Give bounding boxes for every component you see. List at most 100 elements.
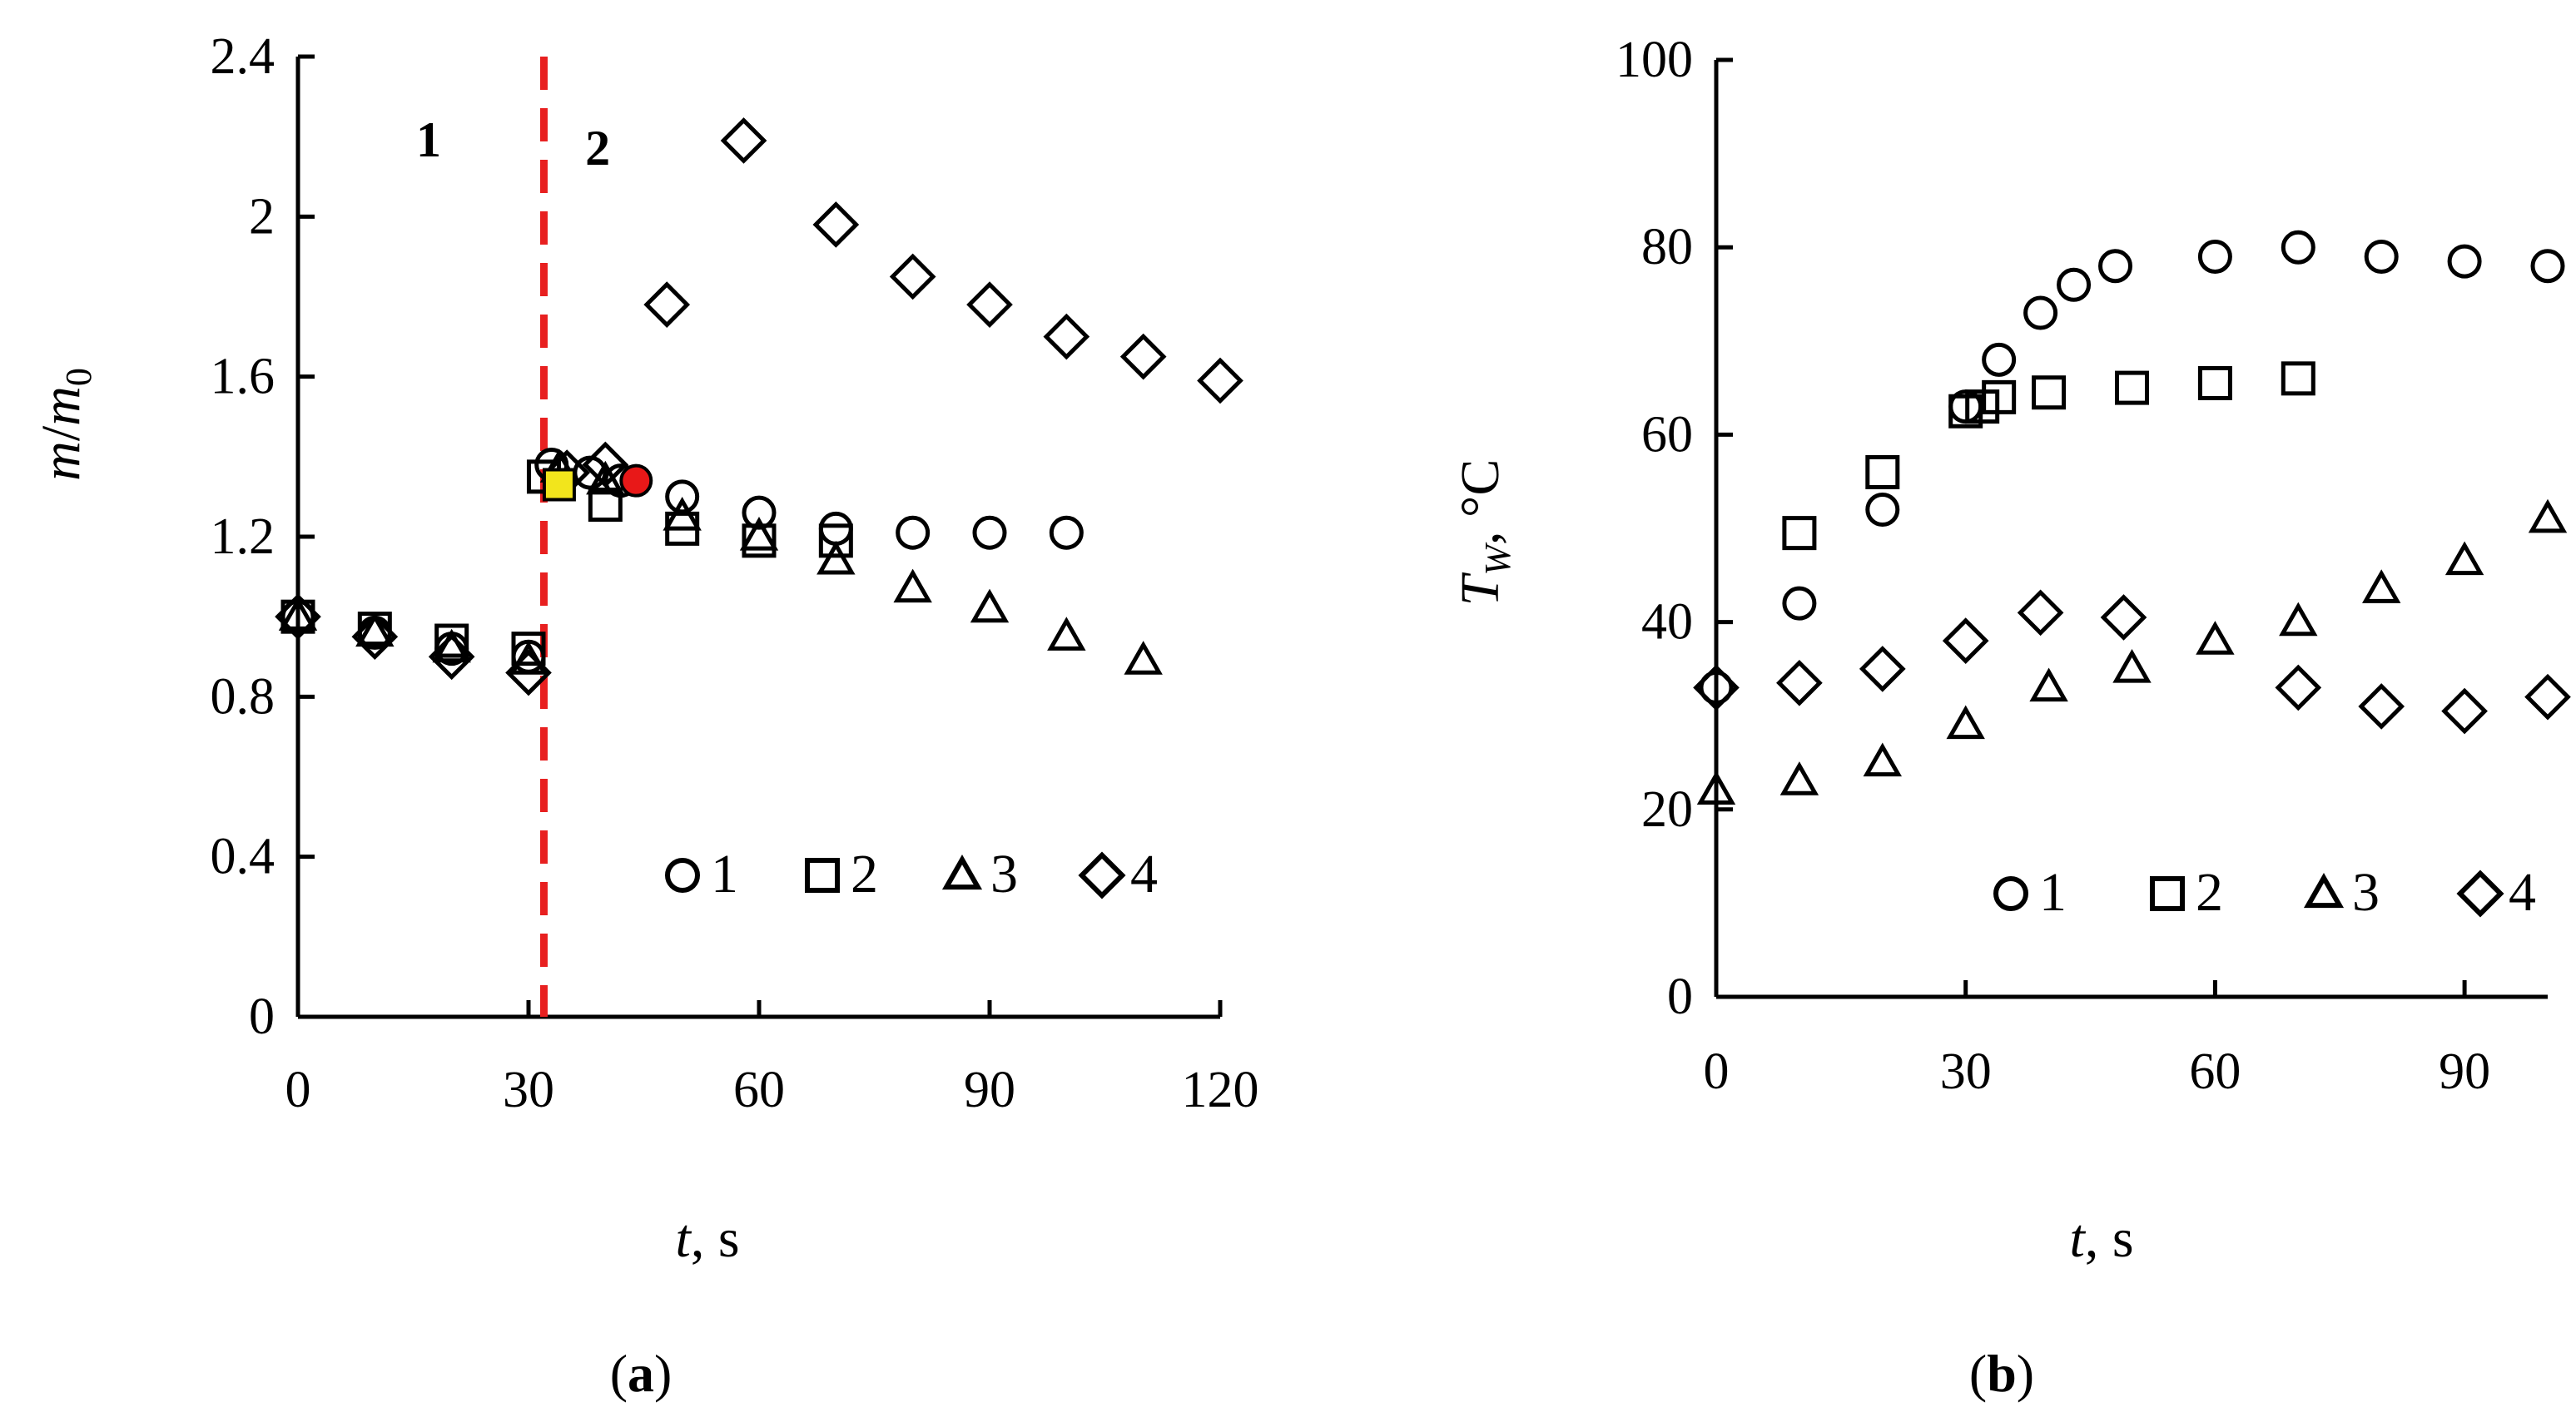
- panel-a-point-s4: [643, 281, 691, 328]
- panel-a-x-tick-label: 90: [964, 1062, 1015, 1118]
- panel-a-plot-area: 0 0.4 0.8 1.2 1.6 2 2.4 0 30 60 90 120 1 2 1 2 3 4: [211, 28, 1259, 1118]
- panel-b-series-2: [1782, 361, 2315, 551]
- panel-b-caption: (b): [1969, 1344, 2034, 1403]
- panel-a-point-s2: [434, 623, 469, 658]
- panel-b-x-tick-label: 0: [1704, 1043, 1730, 1100]
- panel-b-point-s3: [2029, 667, 2068, 702]
- panel-b-point-s1: [1782, 586, 1817, 621]
- panel-b-point-s3: [1863, 742, 1903, 777]
- panel-b-y-tick-label: 60: [1641, 406, 1693, 463]
- panel-a-point-s3: [970, 588, 1010, 623]
- panel-a-point-s3: [893, 568, 932, 603]
- panel-b-point-s2: [1782, 516, 1817, 551]
- panel-a-point-s4: [582, 441, 629, 488]
- panel-b-point-s4: [2524, 673, 2571, 721]
- panel-a-point-s1: [972, 515, 1007, 550]
- panel-a-point-s4: [1197, 357, 1243, 404]
- panel-b-point-s3: [1779, 761, 1819, 795]
- panel-b-point-s4: [1693, 664, 1740, 711]
- panel-b-point-s3: [1946, 705, 1985, 740]
- panel-a-y-tick-label: 2.4: [211, 28, 275, 85]
- panel-a-x-tick-label: 120: [1182, 1062, 1259, 1118]
- panel-a-point-s3: [739, 517, 779, 551]
- panel-a-highlight-point: [542, 468, 576, 502]
- panel-a-point-s4: [889, 253, 936, 300]
- panel-b-series-4: [1693, 589, 2571, 735]
- panel-b-legend-marker: [1993, 876, 2028, 911]
- panel-b-point-s4: [2275, 664, 2322, 711]
- panel-b-point-s4: [2017, 589, 2064, 637]
- panel-b-point-s3: [2528, 498, 2568, 533]
- panel-a-y-tick-label: 1.6: [211, 349, 275, 405]
- panel-b: 0 20 40 60 80 100 0 30 60 90 1 2 3 4 t, s TW, °C (b): [1450, 32, 2571, 1403]
- panel-a-x-tick-label: 60: [733, 1062, 785, 1118]
- panel-a-point-s4: [428, 633, 475, 681]
- panel-a-point-s2: [742, 523, 777, 558]
- panel-a-point-s3: [1047, 617, 1086, 651]
- panel-a-point-s4: [275, 593, 321, 641]
- panel-b-y-tick-label: 20: [1641, 781, 1693, 838]
- panel-b-point-s3: [2279, 602, 2318, 637]
- panel-a-region-label: 2: [585, 121, 610, 176]
- panel-b-legend-label: 1: [2039, 862, 2067, 923]
- panel-b-point-s4: [1776, 659, 1823, 706]
- panel-b-point-s1: [2197, 239, 2232, 274]
- panel-a-legend-marker: [805, 858, 840, 893]
- panel-a-legend-marker: [665, 858, 700, 893]
- panel-b-point-s4: [2358, 683, 2405, 730]
- panel-b-point-s2: [1865, 454, 1900, 489]
- panel-a-y-tick-label: 1.2: [211, 508, 275, 565]
- panel-b-x-tick-label: 60: [2189, 1043, 2241, 1100]
- panel-a-caption: (a): [610, 1344, 673, 1403]
- panel-b-x-axis-label: t, s: [2069, 1208, 2133, 1269]
- panel-b-point-s2: [2197, 365, 2232, 400]
- panel-b-point-s1: [2281, 230, 2315, 265]
- panel-b-point-s1: [1699, 670, 1734, 705]
- panel-a: 0 0.4 0.8 1.2 1.6 2 2.4 0 30 60 90 120 1 2 1 2 3 4 t, s m…: [31, 28, 1259, 1403]
- panel-a-point-s4: [966, 281, 1013, 328]
- panel-b-point-s3: [2361, 569, 2401, 603]
- panel-b-point-s4: [2441, 687, 2488, 735]
- panel-b-y-axis-label: TW, °C: [1450, 459, 1518, 607]
- panel-a-x-tick-label: 0: [285, 1062, 311, 1118]
- panel-b-point-s1: [2364, 239, 2399, 274]
- panel-a-y-axis-label: m/m0: [31, 368, 99, 481]
- panel-a-legend-label: 4: [1130, 844, 1158, 904]
- panel-a-point-s4: [351, 613, 399, 661]
- panel-a-legend-label: 3: [990, 844, 1018, 904]
- panel-a-point-s3: [355, 612, 395, 647]
- panel-b-point-s3: [1696, 770, 1736, 805]
- panel-b-point-s1: [2057, 267, 2092, 302]
- panel-a-point-s1: [1049, 515, 1084, 550]
- panel-a-point-s3: [278, 597, 318, 631]
- panel-a-legend-marker: [1078, 851, 1126, 899]
- panel-b-x-tick-label: 90: [2439, 1043, 2490, 1100]
- panel-a-y-tick-label: 0: [249, 988, 275, 1045]
- panel-b-point-s2: [2281, 361, 2315, 396]
- panel-b-point-s4: [1859, 646, 1906, 692]
- panel-b-point-s3: [2112, 648, 2152, 683]
- panel-a-point-s4: [720, 117, 767, 164]
- panel-a-point-s2: [511, 632, 546, 666]
- panel-b-x-tick-label: 30: [1940, 1043, 1992, 1100]
- panel-b-series-3: [1696, 498, 2568, 805]
- panel-b-point-s3: [2196, 621, 2235, 655]
- panel-b-legend-marker: [2150, 876, 2185, 911]
- panel-b-point-s2: [1982, 379, 2017, 414]
- panel-a-point-s3: [663, 497, 702, 531]
- panel-b-point-s1: [2447, 244, 2482, 279]
- panel-a-legend-marker: [941, 855, 983, 890]
- panel-a-y-tick-label: 2: [249, 188, 275, 245]
- panel-b-legend-label: 3: [2352, 862, 2380, 923]
- panel-b-legend-marker: [2303, 873, 2345, 909]
- panel-b-y-tick-label: 80: [1641, 219, 1693, 275]
- panel-b-point-s2: [2032, 375, 2067, 410]
- panel-a-point-s1: [818, 511, 853, 546]
- panel-b-y-tick-label: 0: [1667, 969, 1693, 1025]
- panel-b-point-s1: [2098, 249, 2133, 284]
- panel-a-point-s3: [816, 540, 856, 575]
- panel-a-point-s2: [818, 523, 853, 558]
- panel-a-highlight-point: [619, 463, 653, 498]
- panel-a-point-s1: [896, 515, 931, 550]
